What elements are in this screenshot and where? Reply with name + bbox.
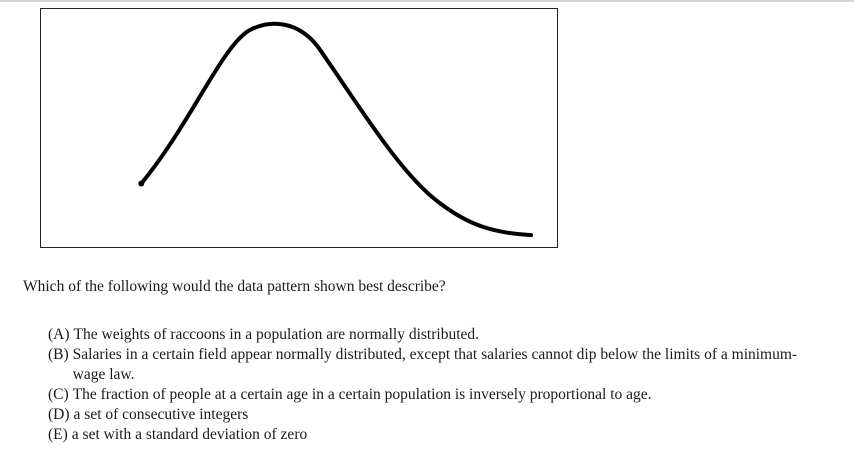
choice-text: a set with a standard deviation of zero xyxy=(71,426,308,443)
choice-a[interactable]: (A) The weights of raccoons in a populat… xyxy=(48,325,838,345)
choice-text: The fraction of people at a certain age … xyxy=(72,386,652,403)
choice-letter: (E) xyxy=(48,426,68,443)
choice-letter: (A) xyxy=(48,326,70,343)
choice-b[interactable]: (B) Salaries in a certain field appear n… xyxy=(48,345,838,385)
choice-text: The weights of raccoons in a population … xyxy=(73,326,480,343)
choice-text: a set of consecutive integers xyxy=(73,406,249,423)
choice-text: Salaries in a certain field appear norma… xyxy=(72,346,798,383)
question-prompt: Which of the following would the data pa… xyxy=(23,278,446,295)
skewed-distribution-curve xyxy=(139,21,534,238)
choice-letter: (D) xyxy=(48,406,70,423)
choice-d[interactable]: (D) a set of consecutive integers xyxy=(48,405,838,425)
choice-e[interactable]: (E) a set with a standard deviation of z… xyxy=(48,425,838,445)
top-divider xyxy=(0,0,854,2)
choice-c[interactable]: (C) The fraction of people at a certain … xyxy=(48,385,838,405)
answer-choices: (A) The weights of raccoons in a populat… xyxy=(48,325,838,445)
choice-letter: (B) xyxy=(48,346,69,363)
distribution-figure xyxy=(40,8,558,248)
distribution-plot xyxy=(138,21,534,238)
curve-start-dot xyxy=(138,180,145,187)
choice-letter: (C) xyxy=(48,386,69,403)
